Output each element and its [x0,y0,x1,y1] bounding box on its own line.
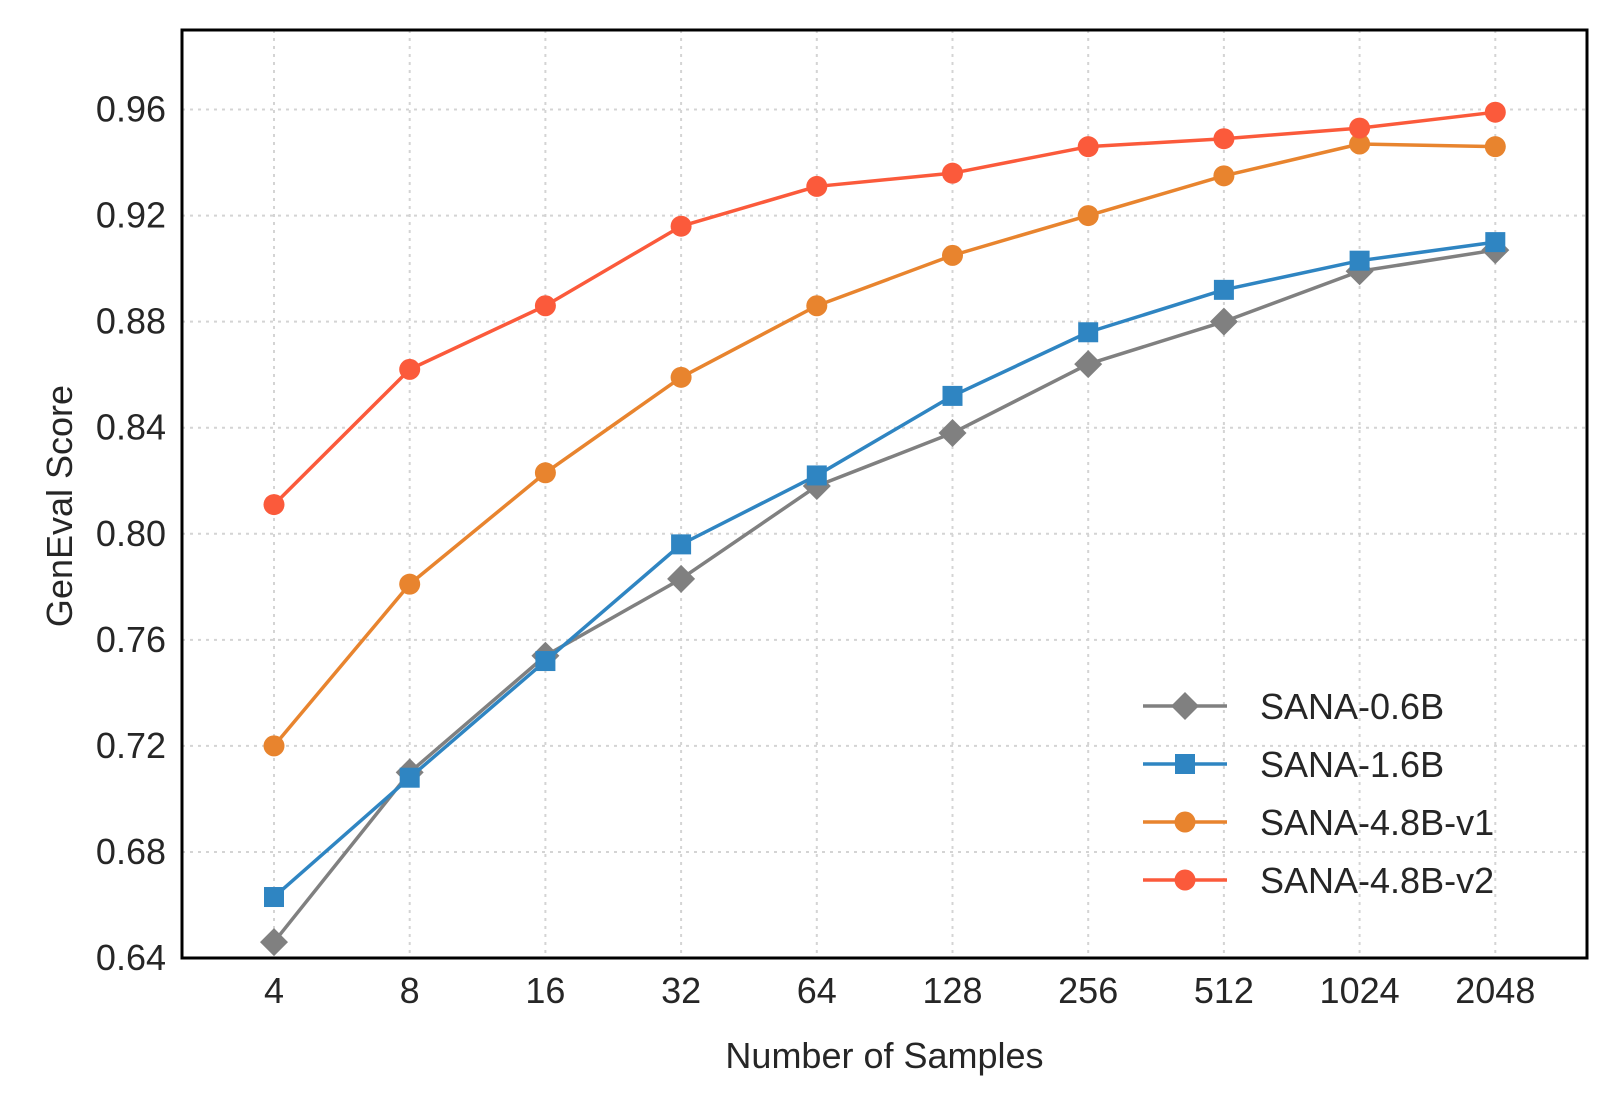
data-point [942,244,963,266]
data-point [1209,307,1238,336]
legend: SANA-0.6B SANA-1.6B SANA-4.8B-v1 SANA-4.8B-… [1143,686,1494,901]
data-point [806,465,827,486]
y-tick-label: 0.72 [96,725,166,766]
x-tick-label: 1024 [1320,970,1400,1011]
data-point [534,295,556,317]
series-line [272,110,1496,506]
legend-item: SANA-0.6B [1143,686,1444,727]
y-tick-label: 0.64 [96,937,166,978]
x-axis-label: Number of Samples [725,1035,1043,1076]
data-point [806,175,828,197]
y-tick-labels: 0.64 0.68 0.72 0.76 0.80 0.84 0.88 0.92 0.96 [96,89,166,978]
series-sana-4-8b-v1 [263,133,1506,757]
plot-frame [180,28,1589,960]
data-point [1484,101,1506,123]
x-tick-label: 256 [1058,970,1118,1011]
x-tick-label: 16 [525,970,565,1011]
data-point [1078,322,1099,343]
x-tick-label: 128 [922,970,982,1011]
series-line [272,248,1496,944]
data-point [942,385,963,406]
series-sana-1-6b [264,232,1506,908]
data-point [534,462,556,484]
data-point [1349,117,1371,139]
x-tick-label: 512 [1194,970,1254,1011]
legend-marker [1174,869,1196,891]
data-point [1077,136,1099,158]
data-point [667,564,696,593]
series-layer [260,101,1510,957]
y-tick-label: 0.68 [96,831,166,872]
data-point [670,366,692,388]
data-point [671,534,692,555]
data-point [264,887,284,908]
data-point [399,358,421,380]
data-point [806,295,828,317]
legend-label: SANA-4.8B-v1 [1260,802,1494,843]
data-point [1074,350,1103,379]
data-point [399,573,421,595]
legend-marker [1174,811,1196,833]
data-point [670,215,692,237]
data-point [942,162,963,184]
data-point [1485,232,1506,253]
legend-item: SANA-1.6B [1143,744,1444,785]
data-point [260,928,288,957]
data-point [1213,279,1234,300]
data-point [399,767,420,788]
y-tick-label: 0.92 [96,195,166,236]
x-tick-label: 4 [264,970,284,1011]
legend-label: SANA-1.6B [1260,744,1444,785]
x-tick-label: 32 [661,970,701,1011]
series-line [272,142,1496,748]
y-tick-label: 0.84 [96,407,166,448]
grid [182,30,1587,959]
y-tick-label: 0.88 [96,301,166,342]
data-point [1349,133,1371,155]
x-tick-labels: 4 8 16 32 64 128 256 512 1024 2048 [264,970,1535,1011]
data-point [938,419,967,448]
x-tick-label: 8 [400,970,420,1011]
x-tick-label: 64 [797,970,837,1011]
series-sana-4-8b-v2 [263,101,1506,516]
legend-item: SANA-4.8B-v2 [1143,860,1494,901]
legend-label: SANA-4.8B-v2 [1260,860,1494,901]
y-axis-label: GenEval Score [39,385,80,627]
data-point [1349,250,1370,271]
legend-label: SANA-0.6B [1260,686,1444,727]
data-point [263,494,285,516]
legend-marker [1175,754,1195,774]
y-tick-label: 0.80 [96,513,166,554]
legend-item: SANA-4.8B-v1 [1143,802,1494,843]
x-tick-label: 2048 [1455,970,1535,1011]
legend-marker [1171,692,1199,720]
series-line [272,240,1496,899]
data-point [535,651,556,672]
data-point [1213,128,1235,150]
data-point [1077,205,1099,227]
data-point [263,735,285,757]
data-point [1213,165,1235,187]
data-point [1484,136,1506,158]
y-tick-label: 0.96 [96,89,166,130]
y-tick-label: 0.76 [96,619,166,660]
